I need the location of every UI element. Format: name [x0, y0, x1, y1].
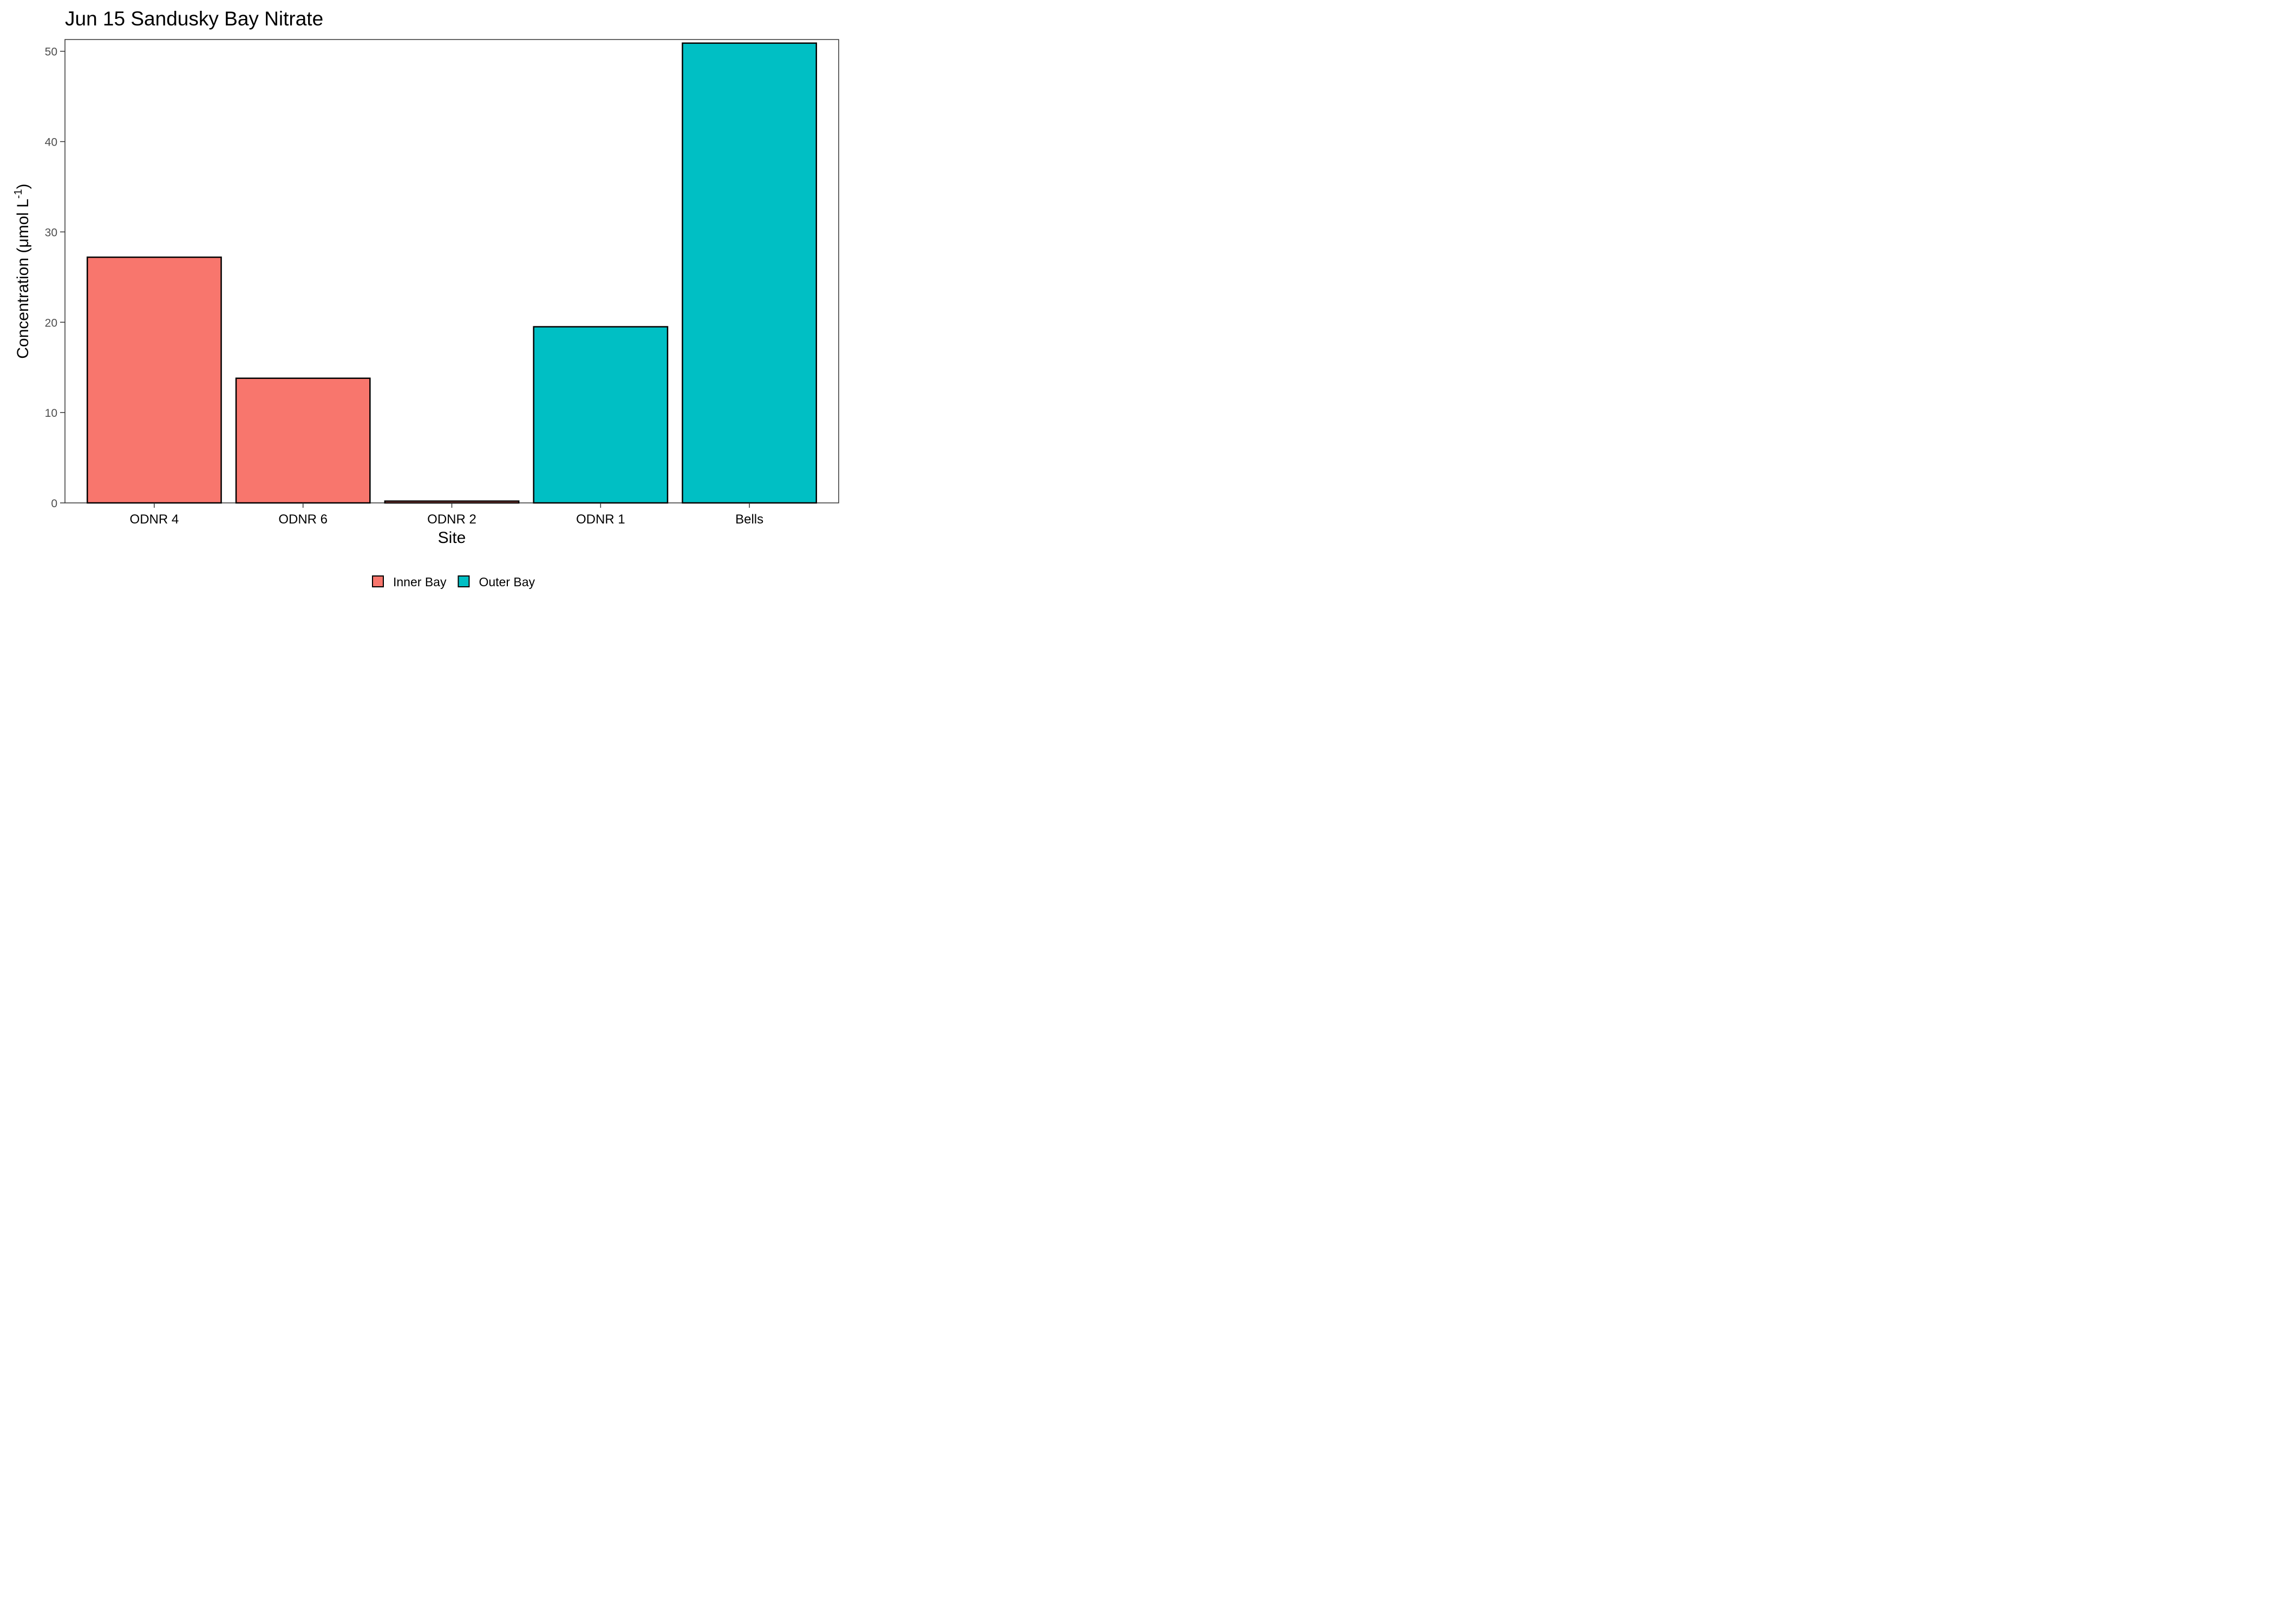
x-axis-title: Site: [438, 529, 466, 547]
y-tick-label: 0: [51, 497, 57, 510]
chart-title: Jun 15 Sandusky Bay Nitrate: [65, 8, 323, 30]
bar-chart: Jun 15 Sandusky Bay Nitrate 01020304050 …: [12, 8, 839, 589]
y-axis-title-main: Concentration (μmol L: [14, 199, 32, 359]
x-tick-label: ODNR 6: [278, 512, 328, 527]
bar-odnr-1: [533, 326, 669, 504]
y-tick-label: 50: [45, 46, 57, 58]
x-tick-label: Bells: [735, 512, 763, 527]
legend-swatch-outer-bay: [458, 575, 470, 587]
x-tick-label: ODNR 2: [427, 512, 476, 527]
bar-odnr-6: [235, 377, 371, 504]
y-axis-title-superscript: -1: [12, 189, 24, 199]
y-tick-label: 30: [45, 226, 57, 239]
bar-bells: [682, 42, 818, 504]
bars-group: [86, 42, 818, 504]
x-axis: ODNR 4 ODNR 6 ODNR 2 ODNR 1 Bells: [130, 503, 763, 527]
bar-odnr-4: [86, 256, 222, 504]
y-axis: 0 10 20 30 40 50: [45, 46, 65, 510]
y-tick-label: 20: [45, 317, 57, 329]
x-tick-label: ODNR 1: [576, 512, 625, 527]
y-tick-label: 10: [45, 407, 57, 420]
y-axis-title: Concentration (μmol L-1): [12, 184, 32, 359]
legend-swatch-inner-bay: [372, 575, 384, 587]
legend-label: Inner Bay: [393, 575, 447, 589]
y-tick-label: 40: [45, 136, 57, 149]
bar-odnr-2: [384, 500, 520, 504]
x-tick-label: ODNR 4: [130, 512, 179, 527]
legend: Inner Bay Outer Bay: [372, 575, 535, 589]
legend-label: Outer Bay: [479, 575, 535, 589]
y-axis-title-close: ): [14, 184, 32, 189]
